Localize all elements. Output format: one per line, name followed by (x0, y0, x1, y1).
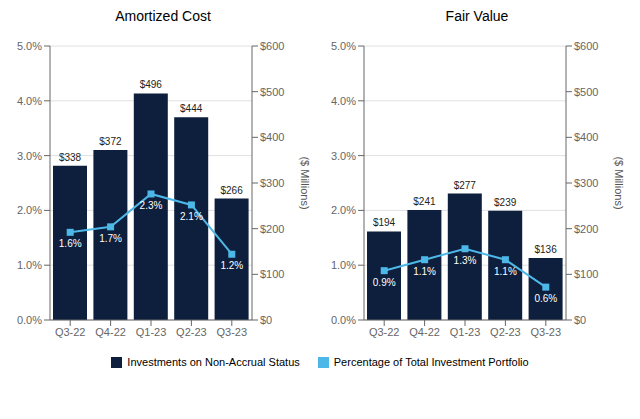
svg-text:$400: $400 (260, 131, 284, 143)
svg-text:$400: $400 (574, 131, 598, 143)
svg-text:3.0%: 3.0% (17, 150, 42, 162)
svg-text:Q1-23: Q1-23 (450, 326, 481, 338)
svg-text:Q1-23: Q1-23 (136, 326, 167, 338)
svg-text:4.0%: 4.0% (331, 95, 356, 107)
svg-text:5.0%: 5.0% (17, 40, 42, 52)
svg-text:0.6%: 0.6% (534, 293, 557, 304)
svg-text:$100: $100 (574, 268, 598, 280)
svg-text:Q2-23: Q2-23 (176, 326, 207, 338)
svg-text:1.1%: 1.1% (494, 266, 517, 277)
svg-text:2.0%: 2.0% (17, 204, 42, 216)
svg-text:4.0%: 4.0% (17, 95, 42, 107)
svg-text:$496: $496 (140, 79, 163, 90)
svg-text:1.0%: 1.0% (331, 259, 356, 271)
html-text:Investments on Non-Accrual Sta: Investments on Non-Accrual Status (127, 356, 300, 368)
svg-text:Q3-22: Q3-22 (55, 326, 86, 338)
html-text:Amortized Cost: Amortized Cost (115, 8, 211, 24)
svg-text:$136: $136 (534, 244, 557, 255)
svg-text:$500: $500 (574, 86, 598, 98)
svg-text:1.7%: 1.7% (99, 233, 122, 244)
html-text:Percentage of Total Investment: Percentage of Total Investment Portfolio (333, 356, 529, 368)
svg-text:3.0%: 3.0% (331, 150, 356, 162)
svg-text:1.2%: 1.2% (220, 260, 243, 271)
svg-text:$444: $444 (180, 103, 203, 114)
svg-text:$277: $277 (454, 180, 477, 191)
svg-text:$100: $100 (260, 268, 284, 280)
svg-text:Q4-22: Q4-22 (409, 326, 440, 338)
svg-text:Q3-22: Q3-22 (369, 326, 400, 338)
svg-text:($ Millions): ($ Millions) (613, 156, 625, 209)
svg-text:$0: $0 (260, 314, 272, 326)
svg-text:$241: $241 (413, 196, 436, 207)
svg-text:2.0%: 2.0% (331, 204, 356, 216)
svg-text:$372: $372 (99, 136, 122, 147)
svg-text:($ Millions): ($ Millions) (299, 156, 311, 209)
svg-text:$194: $194 (373, 217, 396, 228)
svg-text:$266: $266 (220, 185, 243, 196)
svg-text:$500: $500 (260, 86, 284, 98)
svg-text:2.1%: 2.1% (180, 211, 203, 222)
svg-text:0.0%: 0.0% (331, 314, 356, 326)
svg-text:$300: $300 (574, 177, 598, 189)
svg-text:Q3-23: Q3-23 (217, 326, 248, 338)
svg-text:$300: $300 (260, 177, 284, 189)
svg-text:1.6%: 1.6% (59, 238, 82, 249)
svg-text:5.0%: 5.0% (331, 40, 356, 52)
html-text:Fair Value: Fair Value (445, 8, 509, 24)
svg-text:$338: $338 (59, 152, 82, 163)
svg-text:$239: $239 (494, 197, 517, 208)
svg-text:0.9%: 0.9% (373, 277, 396, 288)
svg-text:1.3%: 1.3% (454, 255, 477, 266)
svg-text:$200: $200 (260, 223, 284, 235)
svg-text:$600: $600 (574, 40, 598, 52)
svg-text:Q3-23: Q3-23 (531, 326, 562, 338)
svg-text:0.0%: 0.0% (17, 314, 42, 326)
svg-text:Q4-22: Q4-22 (95, 326, 126, 338)
svg-text:1.0%: 1.0% (17, 259, 42, 271)
svg-text:Q2-23: Q2-23 (490, 326, 521, 338)
svg-text:$600: $600 (260, 40, 284, 52)
svg-text:$0: $0 (574, 314, 586, 326)
svg-text:2.3%: 2.3% (140, 200, 163, 211)
svg-text:$200: $200 (574, 223, 598, 235)
svg-text:1.1%: 1.1% (413, 266, 436, 277)
